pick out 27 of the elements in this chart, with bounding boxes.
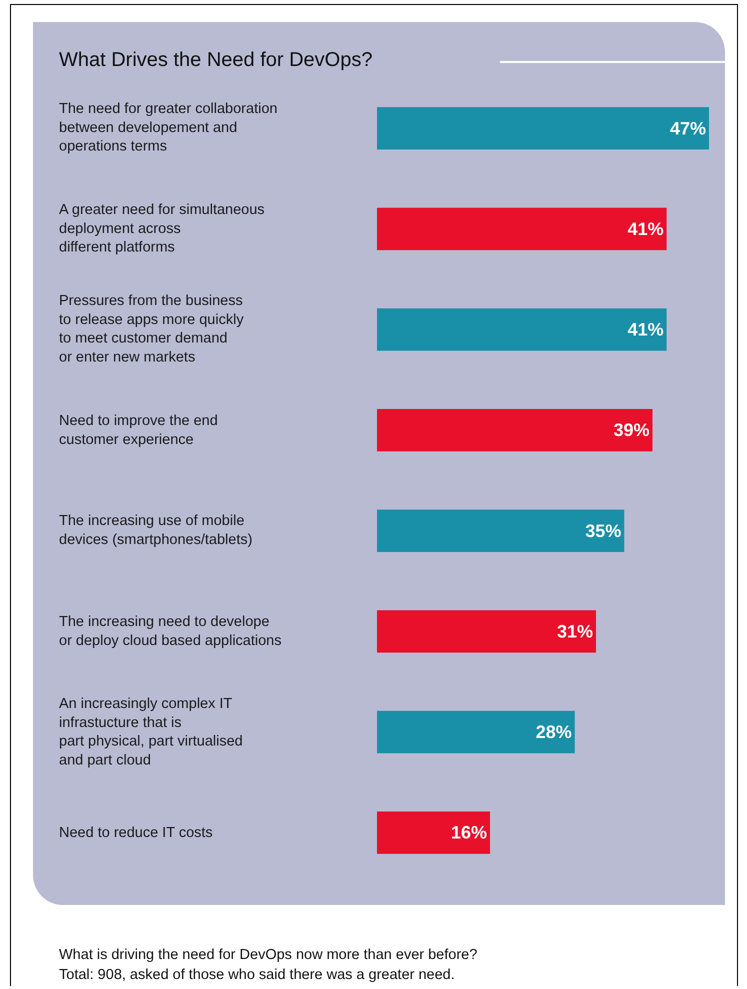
y-tick-label: The increasing use of mobile devices (smartphones/tablets) bbox=[59, 513, 252, 548]
bar bbox=[377, 812, 490, 854]
data-label: 28% bbox=[536, 722, 572, 742]
y-tick-label: An increasingly complex IT infrastucture that is part physical, part virtualised and part cloud bbox=[59, 696, 243, 769]
data-label: 35% bbox=[585, 520, 622, 541]
y-tick-label: A greater need for simultaneous deployment across different platforms bbox=[59, 202, 265, 256]
data-label: 31% bbox=[556, 621, 593, 642]
bar bbox=[377, 107, 709, 150]
bar bbox=[377, 710, 575, 754]
text: What is driving the need for DevOps now more than ever before? bbox=[59, 947, 478, 963]
y-tick-label: Need to reduce IT costs bbox=[59, 825, 213, 841]
bar bbox=[377, 510, 624, 552]
bar bbox=[377, 610, 596, 653]
bar bbox=[377, 409, 652, 452]
y-tick-label: The increasing need to develope or deploy cloud based applications bbox=[59, 614, 282, 649]
text: What Drives the Need for DevOps? bbox=[59, 49, 372, 71]
text: Total: 908, asked of those who said there was a greater need. bbox=[59, 967, 455, 983]
data-label: 39% bbox=[613, 420, 650, 440]
y-tick-label: Pressures from the business to release apps more quickly to meet customer demand or enter new markets bbox=[59, 293, 244, 366]
y-tick-label: Need to improve the end customer experience bbox=[59, 413, 218, 448]
data-label: 41% bbox=[628, 320, 664, 340]
data-label: 41% bbox=[628, 218, 664, 239]
data-label: 16% bbox=[450, 822, 488, 843]
bar bbox=[377, 308, 667, 351]
data-label: 47% bbox=[670, 118, 706, 138]
bar bbox=[377, 208, 667, 250]
y-tick-label: The need for greater collaboration between developement and operations terms bbox=[59, 101, 278, 155]
